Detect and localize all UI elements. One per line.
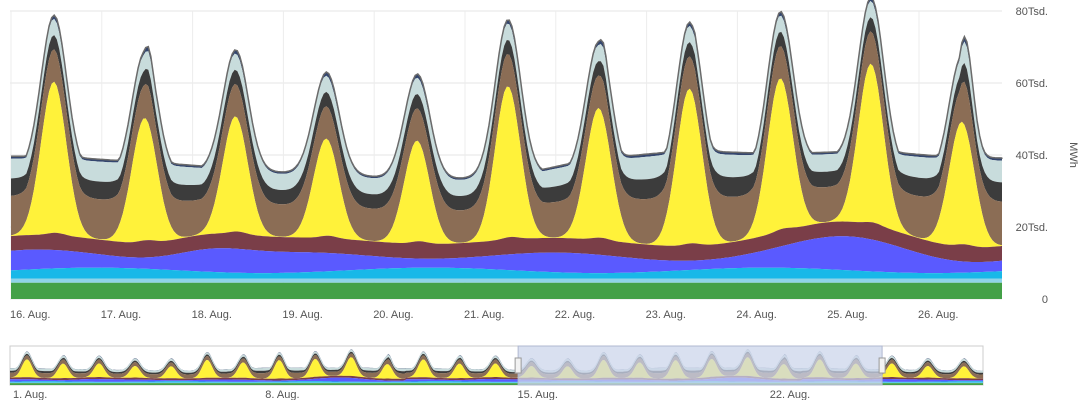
imports-area[interactable] — [11, 1, 1002, 196]
navigator-right-handle[interactable] — [878, 357, 886, 374]
navigator-wind-area — [10, 377, 983, 382]
stacked-area-chart: 0 20Tsd. 40Tsd. 60Tsd. 80Tsd. 16. Aug. 17. Aug… — [10, 0, 1079, 321]
y-tick-label: 0 — [1042, 294, 1048, 306]
navigator-hard-coal-area — [10, 351, 983, 375]
x-tick-label: 26. Aug. — [918, 309, 958, 321]
navigator-tick-label: 15. Aug. — [518, 389, 558, 400]
lignite-area[interactable] — [11, 31, 1002, 246]
y-axis-label: MWh — [1067, 142, 1079, 168]
y-tick-label: 20Tsd. — [1016, 222, 1048, 234]
x-tick-label: 22. Aug. — [555, 309, 595, 321]
navigator-imports-area — [10, 349, 983, 373]
navigator-solar-area — [10, 357, 983, 379]
x-tick-label: 17. Aug. — [101, 309, 141, 321]
navigator-hydro-area — [10, 381, 983, 383]
navigator-other-renewables-area — [10, 382, 983, 384]
navigator-pumped-storage-area — [10, 349, 983, 371]
y-tick-label: 40Tsd. — [1016, 150, 1048, 162]
other-renewables-area[interactable] — [11, 278, 1002, 283]
navigator-biomass-area — [10, 383, 983, 385]
navigator-frame — [9, 345, 984, 386]
hydro-area[interactable] — [11, 267, 1002, 279]
x-tick-label: 25. Aug. — [827, 309, 867, 321]
x-tick-label: 21. Aug. — [464, 309, 504, 321]
biomass-area[interactable] — [11, 282, 1002, 299]
wind-area[interactable] — [11, 236, 1002, 274]
x-tick-label: 16. Aug. — [10, 309, 50, 321]
pumped-storage-area[interactable] — [11, 0, 1002, 180]
gas-area[interactable] — [11, 221, 1002, 263]
y-tick-label: 60Tsd. — [1016, 78, 1048, 90]
navigator-tick-label: 8. Aug. — [265, 389, 299, 400]
x-tick-label: 23. Aug. — [646, 309, 686, 321]
navigator-tick-label: 22. Aug. — [770, 389, 810, 400]
navigator-gas-area — [10, 375, 983, 381]
solar-area[interactable] — [11, 63, 1002, 248]
y-tick-label: 80Tsd. — [1016, 6, 1048, 18]
x-tick-label: 20. Aug. — [373, 309, 413, 321]
navigator-lignite-area — [10, 353, 983, 379]
total-outline — [11, 0, 1003, 179]
hard-coal-area[interactable] — [11, 17, 1002, 211]
navigator-selection[interactable] — [517, 345, 883, 386]
x-tick-label: 19. Aug. — [282, 309, 322, 321]
navigator-tick-label: 1. Aug. — [13, 389, 47, 400]
x-tick-label: 24. Aug. — [736, 309, 776, 321]
navigator-left-handle[interactable] — [514, 357, 522, 374]
x-tick-label: 18. Aug. — [192, 309, 232, 321]
